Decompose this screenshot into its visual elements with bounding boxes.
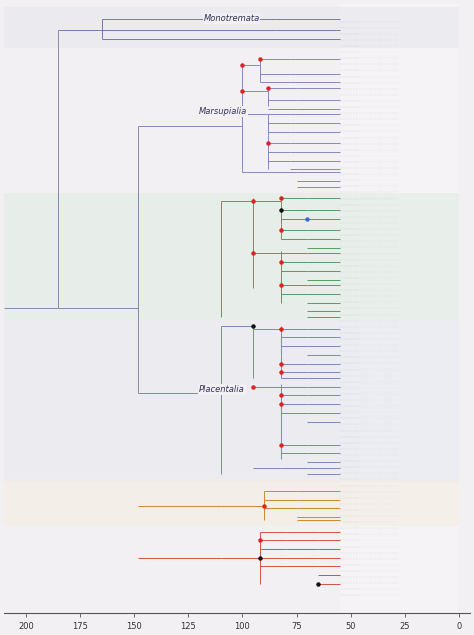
- Text: Marsupialia: Marsupialia: [199, 107, 247, 116]
- Bar: [4, 320, 459, 483]
- Bar: [4, 192, 459, 320]
- Text: Placentalia: Placentalia: [199, 385, 245, 394]
- Bar: [4, 479, 459, 526]
- Bar: [4, 7, 459, 48]
- Text: Monotremata: Monotremata: [203, 14, 260, 23]
- Bar: [340, 0, 459, 613]
